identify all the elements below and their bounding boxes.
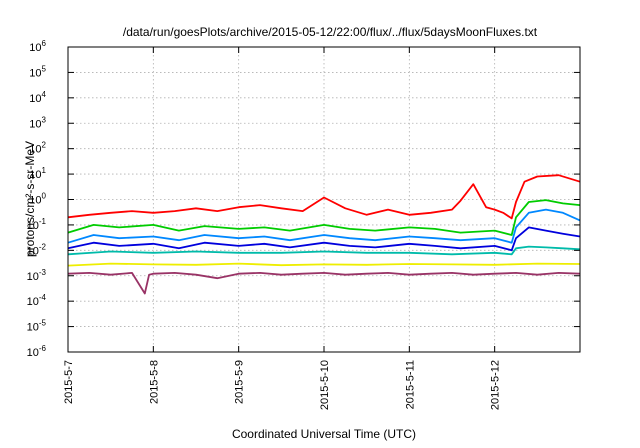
x-tick-label: 2015-5-12: [490, 360, 502, 410]
y-tick-exponent: -1: [39, 217, 47, 226]
series-line-5: [67, 245, 581, 256]
y-tick-exponent: 4: [42, 90, 47, 99]
series-line-1: [67, 174, 581, 220]
x-tick-label: 2015-5-7: [63, 360, 75, 404]
series-lines: [67, 174, 581, 295]
y-tick-exponent: -3: [39, 268, 47, 277]
x-tick-label: 2015-5-10: [319, 360, 331, 410]
y-tick-exponent: 6: [42, 39, 47, 48]
x-tick-label: 2015-5-8: [148, 360, 160, 404]
y-tick-label: 103: [29, 115, 46, 130]
y-tick-exponent: -6: [39, 344, 47, 353]
series-line-4: [67, 226, 581, 252]
x-tick-labels: 2015-5-7 2015-5-8 2015-5-9 2015-5-10 2015-5-…: [63, 360, 502, 410]
y-tick-exponent: -4: [39, 293, 47, 302]
x-tick-label: 2015-5-9: [234, 360, 246, 404]
y-tick-exponent: 3: [42, 115, 47, 124]
y-tick-exponent: -2: [39, 242, 47, 251]
series-line-2: [67, 199, 581, 236]
x-tick-label: 2015-5-11: [404, 360, 416, 409]
y-tick-label: 10-5: [27, 319, 47, 334]
y-tick-label: 10-6: [27, 344, 47, 359]
series-line-3: [67, 208, 581, 244]
y-tick-label: 105: [29, 64, 46, 79]
grid-lines: [68, 46, 580, 353]
y-axis-title: protons/cm²-s-sr-MeV: [23, 141, 37, 257]
y-tick-label: 106: [29, 39, 46, 54]
y-tick-exponent: 5: [42, 64, 47, 73]
y-tick-exponent: 1: [42, 166, 47, 175]
y-tick-exponent: 2: [42, 141, 47, 150]
y-tick-label: 10-3: [27, 268, 47, 283]
y-tick-label: 10-4: [27, 293, 47, 308]
x-axis-title: Coordinated Universal Time (UTC): [232, 427, 416, 441]
series-line-7: [67, 271, 581, 295]
y-tick-exponent: 0: [42, 192, 47, 201]
y-tick-exponent: -5: [39, 319, 47, 328]
axis-ticks: [67, 46, 580, 353]
chart-title: /data/run/goesPlots/archive/2015-05-12/2…: [123, 25, 538, 39]
series-line-6: [67, 262, 581, 267]
y-tick-label: 104: [29, 90, 46, 105]
